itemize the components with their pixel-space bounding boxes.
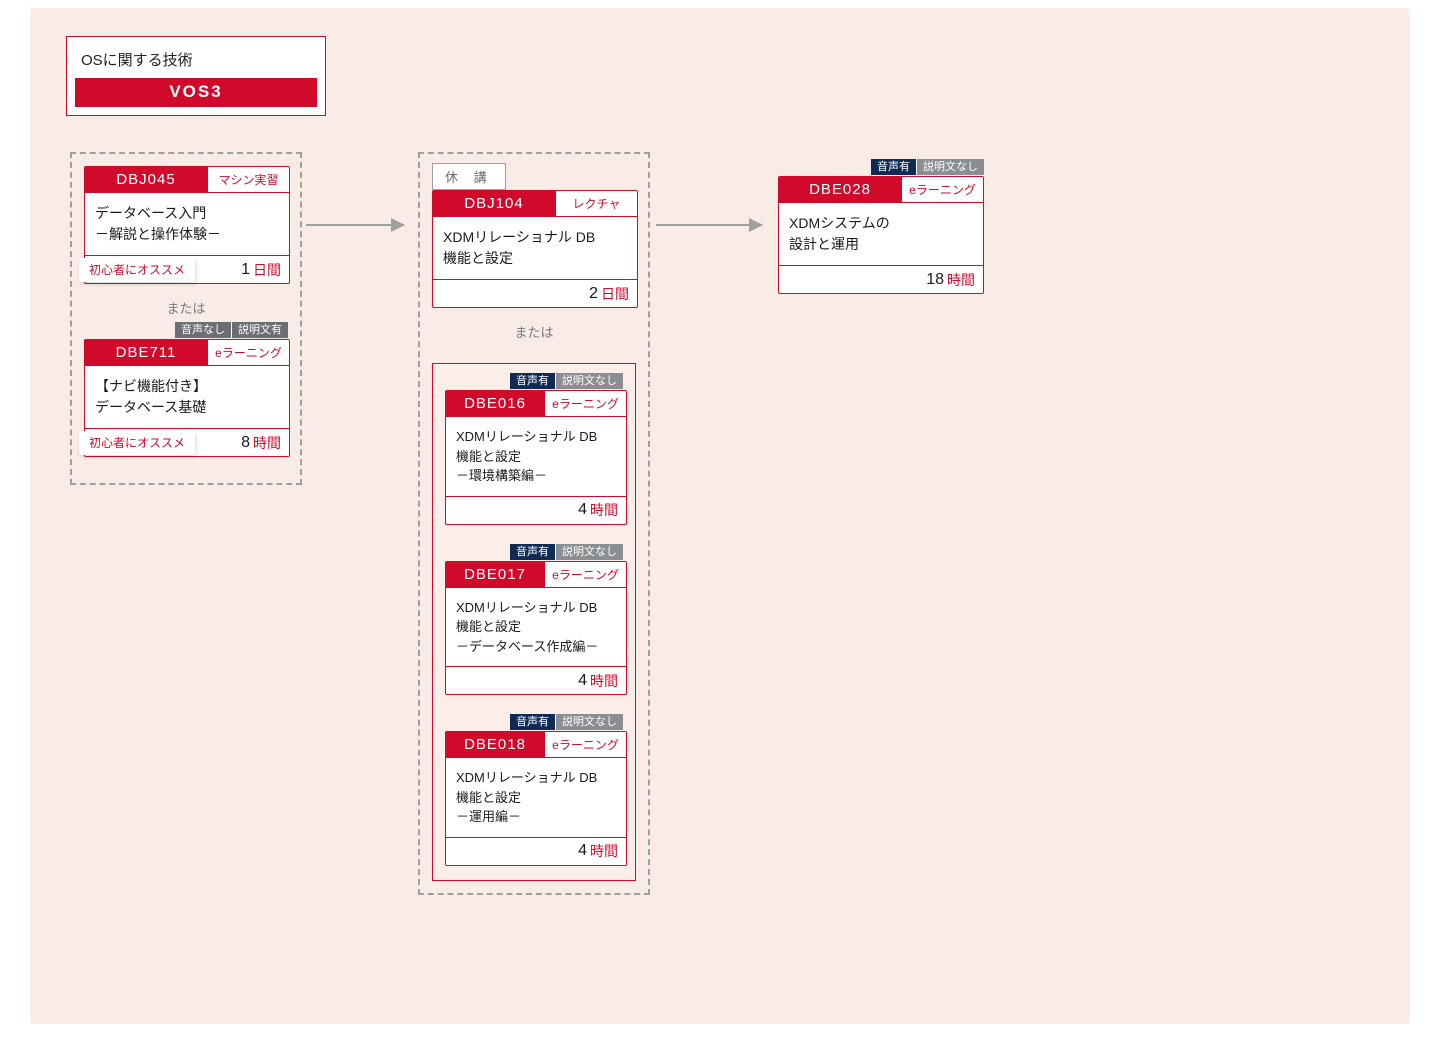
card-type: eラーニング xyxy=(207,340,289,366)
recommended-badge: 初心者にオススメ xyxy=(79,431,195,455)
card-dbe711[interactable]: 音声なし 説明文有 DBE711 eラーニング 【ナビ機能付き】 データベース基… xyxy=(84,339,288,457)
card-type: eラーニング xyxy=(544,391,626,417)
card-title: 【ナビ機能付き】 データベース基礎 xyxy=(85,366,289,428)
pill-desc-no: 説明文なし xyxy=(556,544,623,560)
card-dbj104[interactable]: 休 講 DBJ104 レクチャ XDMリレーショナル DB 機能と設定 2 日間 xyxy=(432,190,636,308)
card-pills: 音声有 説明文なし xyxy=(510,544,623,560)
group-1: DBJ045 マシン実習 データベース入門 －解説と操作体験－ 初心者にオススメ… xyxy=(70,152,302,485)
duration-value: 4 xyxy=(578,501,590,519)
card-dbe016[interactable]: 音声有 説明文なし DBE016 eラーニング XDMリレーショナル DB 機能… xyxy=(445,390,623,525)
duration-value: 1 xyxy=(241,261,253,279)
card-type: eラーニング xyxy=(901,177,983,203)
pill-audio-yes: 音声有 xyxy=(510,373,555,389)
card-dbe028[interactable]: 音声有 説明文なし DBE028 eラーニング XDMシステムの 設計と運用 1… xyxy=(778,176,984,294)
card-dbe017[interactable]: 音声有 説明文なし DBE017 eラーニング XDMリレーショナル DB 機能… xyxy=(445,561,623,696)
group-2: 休 講 DBJ104 レクチャ XDMリレーショナル DB 機能と設定 2 日間… xyxy=(418,152,650,895)
category-box: OSに関する技術 VOS3 xyxy=(66,36,326,116)
card-dbj045[interactable]: DBJ045 マシン実習 データベース入門 －解説と操作体験－ 初心者にオススメ… xyxy=(84,166,288,284)
card-code: DBJ045 xyxy=(85,167,207,193)
duration-unit: 時間 xyxy=(590,841,618,861)
pill-audio-yes: 音声有 xyxy=(510,544,555,560)
card-title: データベース入門 －解説と操作体験－ xyxy=(85,193,289,255)
diagram-canvas: OSに関する技術 VOS3 DBJ045 マシン実習 データベース入門 －解説と… xyxy=(30,8,1410,1024)
card-pills: 音声有 説明文なし xyxy=(510,714,623,730)
card-type: eラーニング xyxy=(544,732,626,758)
duration-unit: 時間 xyxy=(590,671,618,691)
duration-value: 4 xyxy=(578,842,590,860)
pill-desc-no: 説明文なし xyxy=(556,373,623,389)
or-label: または xyxy=(84,298,288,317)
arrow-1 xyxy=(306,224,404,226)
card-code: DBE028 xyxy=(779,177,901,203)
pill-desc-no: 説明文なし xyxy=(556,714,623,730)
status-suspended: 休 講 xyxy=(432,163,506,190)
card-type: レクチャ xyxy=(555,191,637,217)
duration-unit: 日間 xyxy=(253,260,281,280)
card-title: XDMシステムの 設計と運用 xyxy=(779,203,983,265)
duration-value: 2 xyxy=(589,285,601,303)
duration-value: 18 xyxy=(926,271,947,289)
pill-audio-yes: 音声有 xyxy=(510,714,555,730)
card-type: マシン実習 xyxy=(207,167,289,193)
card-dbe018[interactable]: 音声有 説明文なし DBE018 eラーニング XDMリレーショナル DB 機能… xyxy=(445,731,623,866)
card-title: XDMリレーショナル DB 機能と設定 xyxy=(433,217,637,279)
recommended-badge: 初心者にオススメ xyxy=(79,258,195,282)
pill-desc-no: 説明文なし xyxy=(917,159,984,175)
card-pills: 音声有 説明文なし xyxy=(510,373,623,389)
pill-audio-no: 音声なし xyxy=(175,322,231,338)
card-code: DBE016 xyxy=(446,391,544,417)
arrow-2 xyxy=(656,224,762,226)
or-label: または xyxy=(432,322,636,341)
subgroup-elearning: 音声有 説明文なし DBE016 eラーニング XDMリレーショナル DB 機能… xyxy=(432,363,636,881)
pill-audio-yes: 音声有 xyxy=(871,159,916,175)
card-title: XDMリレーショナル DB 機能と設定 －データベース作成編－ xyxy=(446,588,626,667)
card-code: DBE711 xyxy=(85,340,207,366)
card-title: XDMリレーショナル DB 機能と設定 －環境構築編－ xyxy=(446,417,626,496)
pill-desc-yes: 説明文有 xyxy=(232,322,288,338)
card-pills: 音声なし 説明文有 xyxy=(175,322,288,338)
card-pills: 音声有 説明文なし xyxy=(871,159,984,175)
duration-unit: 時間 xyxy=(590,500,618,520)
duration-unit: 時間 xyxy=(947,270,975,290)
card-code: DBE017 xyxy=(446,562,544,588)
card-code: DBE018 xyxy=(446,732,544,758)
duration-unit: 日間 xyxy=(601,284,629,304)
category-bar: VOS3 xyxy=(75,78,317,107)
category-title: OSに関する技術 xyxy=(75,47,317,78)
duration-value: 4 xyxy=(578,672,590,690)
card-code: DBJ104 xyxy=(433,191,555,217)
duration-unit: 時間 xyxy=(253,433,281,453)
duration-value: 8 xyxy=(241,434,253,452)
card-title: XDMリレーショナル DB 機能と設定 －運用編－ xyxy=(446,758,626,837)
card-type: eラーニング xyxy=(544,562,626,588)
